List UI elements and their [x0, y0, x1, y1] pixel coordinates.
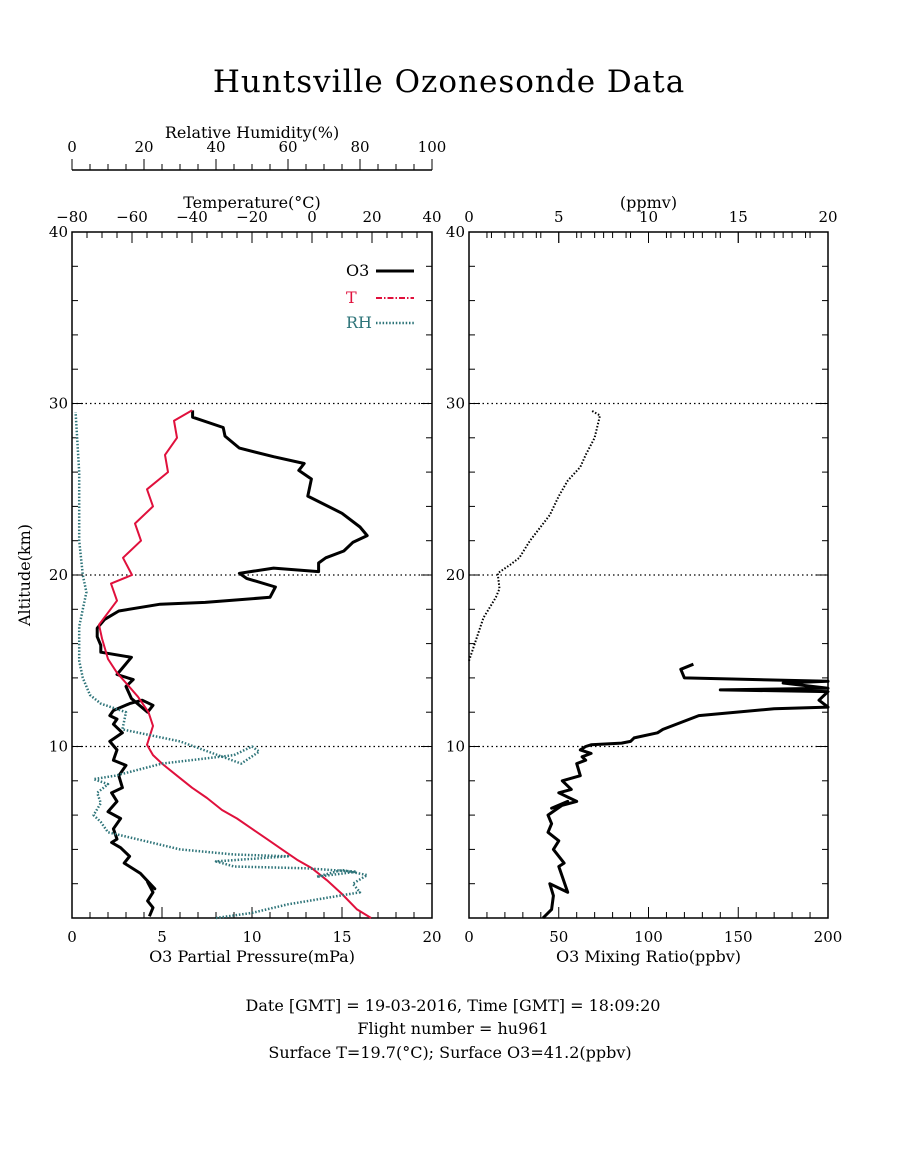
x-top-tick-label: −20 — [236, 208, 268, 226]
x-tick-label: 10 — [242, 928, 261, 946]
x-tick-label: 5 — [157, 928, 167, 946]
series-line-o3-ppbv — [541, 662, 830, 920]
series-line-o3-ppmv — [468, 409, 601, 662]
x-axis-label-bottom: O3 Mixing Ratio(ppbv) — [556, 947, 741, 966]
footer-flight-number: Flight number = hu961 — [357, 1019, 548, 1038]
x-tick-label: 50 — [549, 928, 568, 946]
y-axis-label: Altitude(km) — [15, 524, 34, 627]
rh-tick-label: 80 — [350, 138, 369, 156]
x-tick-label: 20 — [422, 928, 441, 946]
x-tick-label: 200 — [814, 928, 843, 946]
y-tick-label: 30 — [49, 395, 68, 413]
legend-label-o3: O3 — [346, 261, 369, 280]
x-top-tick-label: −80 — [56, 208, 88, 226]
x-tick-label: 0 — [464, 928, 474, 946]
series-line-t — [98, 409, 372, 919]
y-tick-label: 20 — [446, 566, 465, 584]
legend-label-rh: RH — [346, 313, 372, 332]
rh-tick-label: 20 — [134, 138, 153, 156]
left-panel: 10 20 30 40 Altitude(km) 0 5 10 15 20 O3 Partial P… — [15, 123, 446, 966]
x-top-tick-label: 15 — [729, 208, 748, 226]
x-top-tick-label: 0 — [464, 208, 474, 226]
x-axis-label-temperature: Temperature(°C) — [183, 193, 321, 212]
legend: O3 T RH — [346, 261, 414, 332]
x-tick-label: 150 — [724, 928, 753, 946]
x-top-tick-label: 5 — [554, 208, 564, 226]
rh-tick-label: 100 — [418, 138, 447, 156]
y-tick-label: 40 — [446, 223, 465, 241]
rh-tick-label: 0 — [67, 138, 77, 156]
x-axis-label-rh: Relative Humidity(%) — [165, 123, 339, 142]
y-tick-label: 10 — [446, 738, 465, 756]
y-tick-label: 10 — [49, 738, 68, 756]
x-tick-label: 15 — [332, 928, 351, 946]
x-top-tick-label: −40 — [176, 208, 208, 226]
chart-title: Huntsville Ozonesonde Data — [213, 64, 685, 100]
rh-tick-label: 60 — [278, 138, 297, 156]
y-tick-label: 40 — [49, 223, 68, 241]
series-line-o3 — [95, 410, 369, 917]
rh-tick-label: 40 — [206, 138, 225, 156]
footer-date-time: Date [GMT] = 19-03-2016, Time [GMT] = 18… — [246, 996, 661, 1015]
right-plot-frame — [468, 231, 829, 919]
x-top-tick-label: 40 — [422, 208, 441, 226]
x-top-tick-label: 20 — [818, 208, 837, 226]
y-tick-label: 30 — [446, 395, 465, 413]
y-tick-label: 20 — [49, 566, 68, 584]
series-line-rh — [74, 412, 369, 920]
x-tick-label: 0 — [67, 928, 77, 946]
x-axis-label-bottom: O3 Partial Pressure(mPa) — [149, 947, 355, 966]
legend-label-t: T — [346, 288, 357, 307]
x-top-tick-label: 0 — [307, 208, 317, 226]
x-top-tick-label: 10 — [639, 208, 658, 226]
x-top-tick-label: −60 — [116, 208, 148, 226]
footer-surface-values: Surface T=19.7(°C); Surface O3=41.2(ppbv… — [268, 1043, 631, 1062]
x-axis-label-top: (ppmv) — [620, 193, 677, 212]
x-tick-label: 100 — [634, 928, 663, 946]
x-top-tick-label: 20 — [362, 208, 381, 226]
